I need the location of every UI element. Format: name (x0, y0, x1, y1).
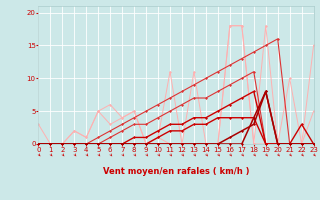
X-axis label: Vent moyen/en rafales ( km/h ): Vent moyen/en rafales ( km/h ) (103, 167, 249, 176)
